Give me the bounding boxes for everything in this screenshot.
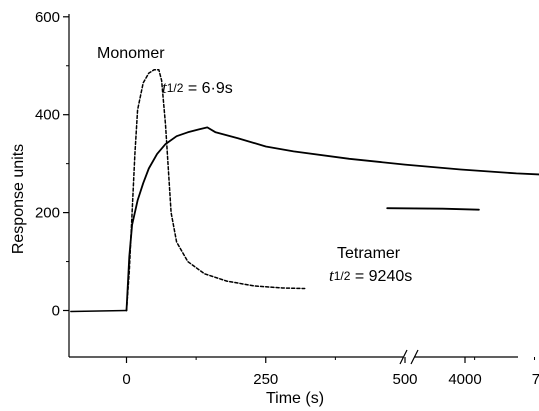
series-label-tetramer: Tetramer (337, 245, 401, 262)
x-tick-label-4000: 4000 (448, 371, 481, 388)
series-label-monomer: Monomer (97, 45, 165, 62)
y-tick-label-200: 200 (35, 205, 60, 222)
x-tick-label-250: 250 (253, 371, 278, 388)
x-tick-label-0: 0 (122, 371, 130, 388)
series-tetramer-line (125, 126, 539, 312)
x-tick-label-750: 750 (532, 371, 539, 388)
x-tick-label-500: 500 (392, 371, 417, 388)
half-life-tetramer-value: = 9240s (350, 268, 412, 285)
half-life-tetramer-symbol: t (329, 266, 335, 285)
half-life-monomer: t1/2 = 6·9s (162, 78, 233, 97)
series-tetramer-baseline (70, 309, 128, 313)
half-life-monomer-symbol: t (162, 78, 168, 97)
series-layer (70, 68, 539, 313)
series-monomer-line (125, 68, 306, 312)
y-tick-label-600: 600 (35, 9, 60, 26)
half-life-monomer-value: = 6·9s (183, 80, 232, 97)
y-tick-label-400: 400 (35, 107, 60, 124)
half-life-tetramer-sub: 1/2 (334, 269, 351, 283)
y-axis-title: Response units (10, 144, 27, 254)
series-tetramer-line-after-break (386, 207, 480, 211)
half-life-tetramer: t1/2 = 9240s (329, 266, 412, 285)
y-tick-label-0: 0 (52, 303, 60, 320)
axes: 0200400600025050075040004250 (35, 9, 539, 388)
half-life-monomer-sub: 1/2 (167, 81, 184, 95)
x-axis-title: Time (s) (266, 390, 324, 407)
x-axis-break-mark (399, 349, 419, 365)
